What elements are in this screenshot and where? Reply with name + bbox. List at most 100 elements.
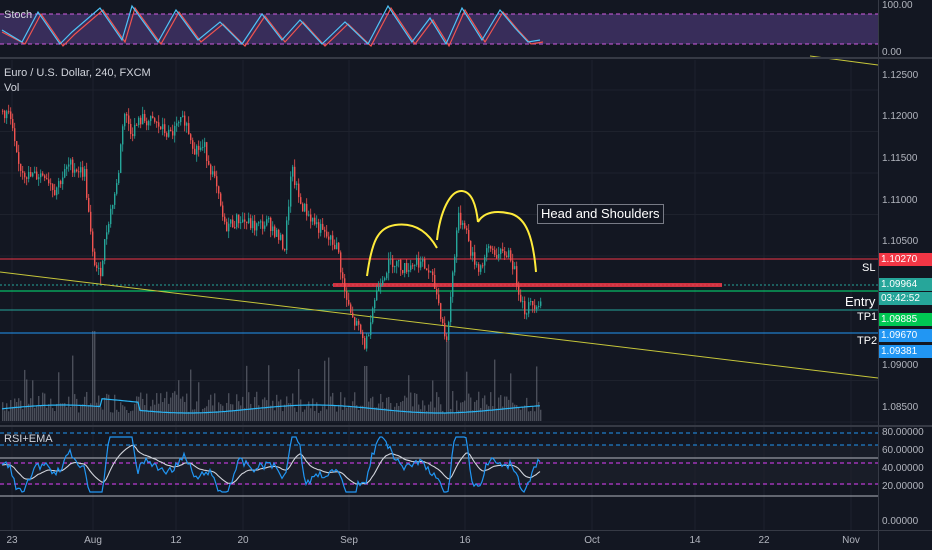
volume-bar xyxy=(448,341,450,421)
volume-bar xyxy=(360,405,362,421)
volume-bar xyxy=(36,405,38,421)
candle-body xyxy=(282,234,284,249)
stoch-title[interactable]: Stoch xyxy=(4,9,33,21)
head-and-shoulders-label[interactable]: Head and Shoulders xyxy=(537,204,664,224)
volume-title[interactable]: Vol xyxy=(4,82,20,94)
volume-bar xyxy=(532,405,534,421)
stoch-background xyxy=(0,0,878,57)
volume-bar xyxy=(538,401,540,421)
candle-body xyxy=(284,248,286,251)
volume-bar xyxy=(530,410,532,421)
volume-bar xyxy=(314,410,316,421)
price-axis-label: 1.12500 xyxy=(882,70,919,81)
candle-body xyxy=(104,239,106,261)
candle-body xyxy=(130,124,132,134)
candle-body xyxy=(10,111,12,119)
volume-bar xyxy=(320,410,322,421)
candle-body xyxy=(356,321,358,326)
candle-body xyxy=(46,178,48,180)
volume-bar xyxy=(214,393,216,421)
volume-bar xyxy=(30,398,32,421)
volume-bar xyxy=(430,401,432,421)
candle-body xyxy=(212,171,214,175)
candle-body xyxy=(38,177,40,180)
volume-bar xyxy=(108,394,110,421)
time-axis-label: 23 xyxy=(6,535,18,546)
volume-bar xyxy=(300,399,302,421)
candle-body xyxy=(416,258,418,265)
volume-bar xyxy=(340,392,342,421)
volume-bar xyxy=(226,402,228,421)
candle-body xyxy=(204,142,206,147)
candle-body xyxy=(352,312,354,318)
volume-bar xyxy=(170,397,172,421)
volume-bar xyxy=(404,395,406,421)
candle-body xyxy=(136,124,138,126)
candle-body xyxy=(304,203,306,212)
volume-bar xyxy=(92,331,94,421)
volume-bar xyxy=(154,404,156,421)
candle-body xyxy=(296,183,298,185)
candle-body xyxy=(134,124,136,137)
volume-bar xyxy=(180,398,182,421)
trend-line-lower xyxy=(0,271,879,379)
candle-body xyxy=(18,152,20,164)
volume-bar xyxy=(490,392,492,421)
volume-bar xyxy=(118,411,120,421)
candle-body xyxy=(70,159,72,165)
volume-bar xyxy=(250,403,252,421)
candle-body xyxy=(158,122,160,127)
candle-body xyxy=(242,219,244,223)
volume-bar xyxy=(328,357,330,421)
candle-body xyxy=(286,220,288,251)
volume-bar xyxy=(206,406,208,421)
volume-bar xyxy=(240,405,242,421)
volume-bar xyxy=(10,400,12,421)
candle-body xyxy=(454,256,456,273)
volume-bar xyxy=(102,409,104,421)
candle-body xyxy=(508,250,510,258)
volume-bar xyxy=(344,397,346,421)
volume-bar xyxy=(390,403,392,421)
volume-bar xyxy=(460,402,462,421)
volume-bar xyxy=(376,407,378,421)
rsi-title[interactable]: RSI+EMA xyxy=(4,433,53,445)
volume-bar xyxy=(142,398,144,421)
time-axis-label: Oct xyxy=(584,535,600,546)
volume-bar xyxy=(294,407,296,421)
candle-body xyxy=(90,211,92,232)
candle-body xyxy=(206,142,208,161)
candle-body xyxy=(36,171,38,180)
volume-bar xyxy=(174,391,176,421)
volume-bar xyxy=(500,395,502,421)
candle-body xyxy=(198,145,200,150)
stoch-pane xyxy=(0,0,878,57)
volume-bar xyxy=(522,406,524,421)
stoch-axis-label: 100.00 xyxy=(882,0,913,11)
candle-body xyxy=(346,291,348,300)
candle-body xyxy=(412,265,414,267)
symbol-title[interactable]: Euro / U.S. Dollar, 240, FXCM xyxy=(4,67,151,79)
drawings[interactable] xyxy=(366,190,537,277)
candle-body xyxy=(142,114,144,125)
candle-body xyxy=(368,335,370,337)
candle-body xyxy=(6,111,8,119)
candle-body xyxy=(58,181,60,188)
volume-bar xyxy=(64,403,66,421)
volume-bar xyxy=(224,411,226,421)
candle-body xyxy=(424,259,426,269)
volume-bar xyxy=(90,403,92,421)
volume-bar xyxy=(438,397,440,421)
candle-body xyxy=(178,122,180,124)
candle-body xyxy=(238,214,240,224)
candle-body xyxy=(448,322,450,341)
rsi-axis-label: 20.00000 xyxy=(882,481,924,492)
volume-bar xyxy=(378,403,380,421)
candle-body xyxy=(516,266,518,286)
candle-body xyxy=(348,299,350,305)
candle-body xyxy=(464,223,466,229)
candle-body xyxy=(322,223,324,230)
tp1-side-price-tag: 1.09670 xyxy=(879,329,932,342)
volume-ma-line xyxy=(1,398,541,414)
